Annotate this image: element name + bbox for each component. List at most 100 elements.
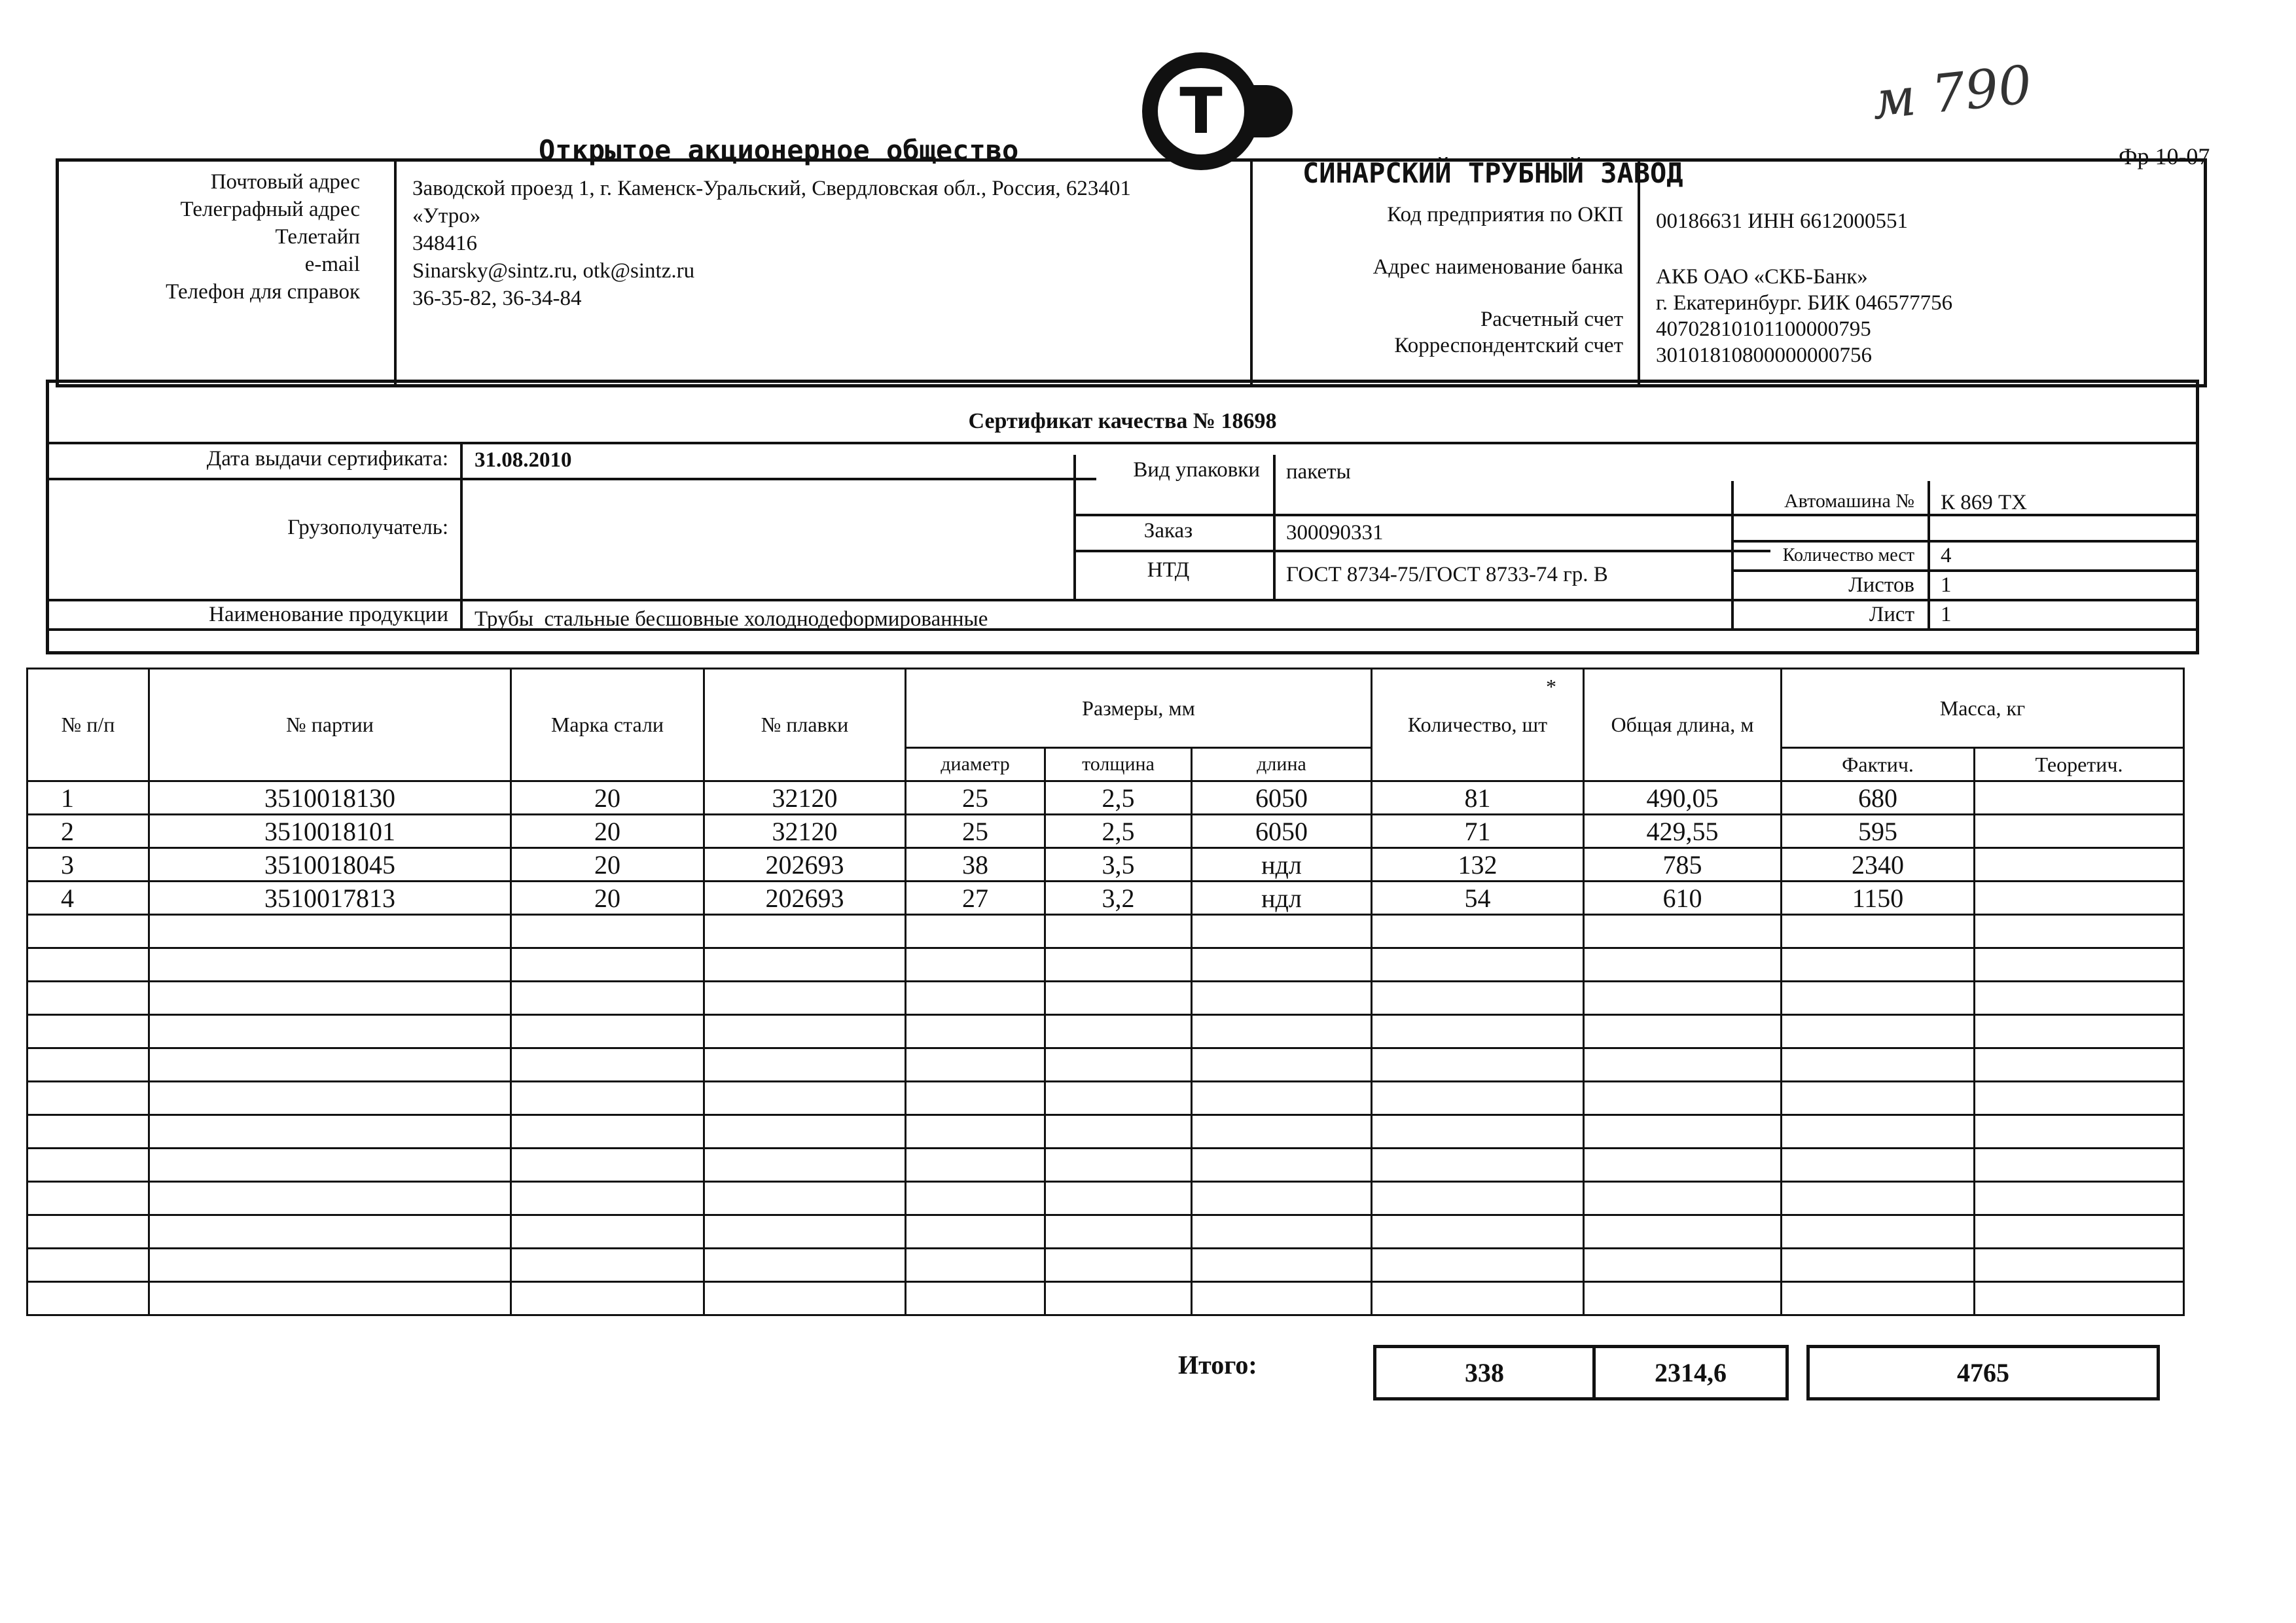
cell-quantity [1371, 980, 1585, 1016]
table-row: 2 3510018101 20 32120 25 2,5 6050 71 429,55 595 [26, 813, 2185, 849]
cell-num [26, 1114, 150, 1149]
cell-total-length [1583, 914, 1782, 949]
cell-diameter: 38 [905, 847, 1046, 882]
cell-steel [510, 1080, 705, 1116]
cell-mass-theoretical [1973, 780, 2185, 815]
places-label: Количество мест [1782, 545, 1914, 565]
truck: К 869 ТХ [1941, 491, 2027, 514]
cell-quantity [1371, 1147, 1585, 1183]
divider [460, 442, 463, 628]
cell-heat: 32120 [703, 780, 906, 815]
table-row [26, 1114, 2185, 1149]
header-num: № п/п [26, 668, 150, 782]
cell-mass-theoretical [1973, 980, 2185, 1016]
postal-address: Заводской проезд 1, г. Каменск-Уральский… [412, 177, 1131, 200]
cell-steel [510, 1247, 705, 1283]
cell-mass-actual [1780, 1147, 1975, 1183]
quantity-mark: * [1546, 675, 1556, 698]
cell-total-length [1583, 1214, 1782, 1249]
header-diameter: диаметр [905, 747, 1046, 782]
email[interactable]: Sinarsky@sintz.ru, otk@sintz.ru [412, 259, 695, 283]
cell-total-length [1583, 1247, 1782, 1283]
table-row [26, 1147, 2185, 1183]
cell-thickness [1044, 1047, 1193, 1082]
corr-label: Корреспондентский счет [1394, 334, 1623, 357]
cell-batch [148, 1214, 512, 1249]
cell-heat [703, 1247, 906, 1283]
cell-total-length [1583, 1114, 1782, 1149]
divider [49, 442, 2196, 444]
cell-num [26, 1080, 150, 1116]
product: Трубы стальные бесшовные холоднодеформир… [475, 607, 988, 631]
cell-total-length [1583, 1080, 1782, 1116]
cell-length: ндл [1191, 880, 1372, 916]
org-name: СИНАРСКИЙ ТРУБНЫЙ ЗАВОД [1302, 157, 1683, 189]
cell-steel [510, 1114, 705, 1149]
cell-quantity: 81 [1371, 780, 1585, 815]
cell-mass-theoretical [1973, 1181, 2185, 1216]
divider [1073, 550, 1770, 552]
cell-mass-actual [1780, 1247, 1975, 1283]
sheet: 1 [1941, 603, 1952, 626]
sheets-label: Листов [1848, 573, 1914, 597]
cell-thickness [1044, 1181, 1193, 1216]
cell-diameter [905, 914, 1046, 949]
cell-mass-theoretical [1973, 1014, 2185, 1049]
cell-thickness [1044, 1214, 1193, 1249]
cell-length [1191, 914, 1372, 949]
consignee-label: Грузополучатель: [287, 516, 448, 539]
cell-quantity [1371, 1181, 1585, 1216]
cell-heat [703, 980, 906, 1016]
cell-quantity [1371, 1080, 1585, 1116]
header-quantity-label: Количество, шт [1407, 713, 1548, 736]
cell-steel [510, 1147, 705, 1183]
header-mass: Масса, кг [1780, 668, 2185, 749]
cell-diameter [905, 1281, 1046, 1316]
cell-steel [510, 1281, 705, 1316]
header-mass-actual: Фактич. [1780, 747, 1975, 782]
order-label: Заказ [1143, 519, 1193, 543]
table-row [26, 1014, 2185, 1049]
bank-value-2: г. Екатеринбург. БИК 046577756 [1656, 291, 1953, 315]
divider [1273, 455, 1276, 599]
table-row: 3 3510018045 20 202693 38 3,5 ндл 132 785 2340 [26, 847, 2185, 882]
cell-num [26, 1014, 150, 1049]
total-label: Итого: [1178, 1350, 1257, 1380]
cell-heat: 202693 [703, 880, 906, 916]
cell-total-length: 610 [1583, 880, 1782, 916]
cell-length [1191, 1014, 1372, 1049]
cell-length [1191, 1214, 1372, 1249]
cell-quantity [1371, 914, 1585, 949]
cell-mass-actual [1780, 980, 1975, 1016]
header-sizes: Размеры, мм [905, 668, 1372, 749]
cell-diameter: 27 [905, 880, 1046, 916]
cell-batch: 3510018045 [148, 847, 512, 882]
cell-quantity: 132 [1371, 847, 1585, 882]
cell-diameter [905, 1214, 1046, 1249]
packaging: пакеты [1286, 460, 1351, 484]
table-row: 1 3510018130 20 32120 25 2,5 6050 81 490,05 680 [26, 780, 2185, 815]
cell-steel: 20 [510, 780, 705, 815]
cell-batch [148, 1014, 512, 1049]
phone-label: Телефон для справок [166, 280, 360, 304]
cell-batch [148, 1114, 512, 1149]
cell-num [26, 947, 150, 982]
truck-label: Автомашина № [1784, 490, 1914, 512]
cell-num [26, 980, 150, 1016]
cell-length [1191, 1047, 1372, 1082]
cell-heat [703, 1181, 906, 1216]
table-row: 4 3510017813 20 202693 27 3,2 ндл 54 610 1150 [26, 880, 2185, 916]
bank-label: Адрес наименование банка [1372, 255, 1623, 279]
cell-batch: 3510017813 [148, 880, 512, 916]
cell-diameter [905, 1147, 1046, 1183]
cell-diameter [905, 1047, 1046, 1082]
table-row [26, 1281, 2185, 1316]
places: 4 [1941, 544, 1952, 567]
cell-diameter: 25 [905, 780, 1046, 815]
cell-steel [510, 1047, 705, 1082]
header-thickness: толщина [1044, 747, 1193, 782]
account-label: Расчетный счет [1480, 308, 1623, 331]
cell-thickness [1044, 1080, 1193, 1116]
divider [49, 478, 1096, 480]
cell-steel [510, 1181, 705, 1216]
